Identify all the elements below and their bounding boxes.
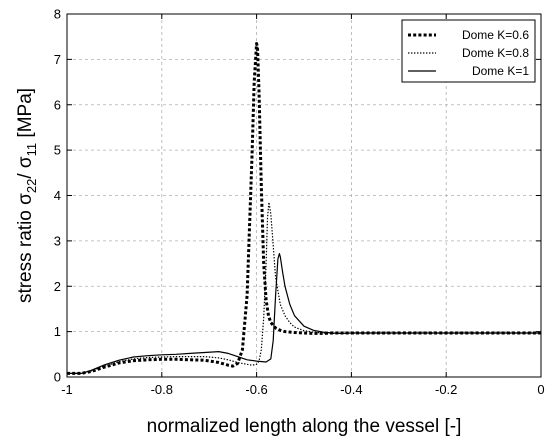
y-axis-title-prefix: stress ratio σ bbox=[15, 193, 36, 303]
y-tick-label: 5 bbox=[54, 143, 61, 158]
x-tick-label: -0.4 bbox=[340, 382, 362, 397]
series-line-1 bbox=[67, 42, 541, 375]
y-tick-label: 0 bbox=[54, 370, 61, 385]
x-tick-label: -1 bbox=[61, 382, 73, 397]
y-axis-title: stress ratio σ22/ σ11 [MPa] bbox=[15, 88, 39, 303]
y-tick-label: 7 bbox=[54, 52, 61, 67]
series-layer bbox=[67, 42, 541, 375]
x-tick-label: -0.6 bbox=[245, 382, 267, 397]
x-axis-title: normalized length along the vessel [-] bbox=[147, 416, 462, 437]
y-tick-label: 2 bbox=[54, 279, 61, 294]
y-tick-label: 3 bbox=[54, 233, 61, 248]
legend-box bbox=[401, 19, 536, 83]
y-tick-label: 4 bbox=[54, 188, 61, 203]
legend: Dome K=0.6 Dome K=0.8 Dome K=1 bbox=[401, 19, 536, 83]
y-tick-label: 8 bbox=[54, 7, 61, 22]
x-tick-label: -0.2 bbox=[435, 382, 457, 397]
legend-label-1: Dome K=0.6 bbox=[462, 28, 529, 42]
x-tick-label: -0.8 bbox=[151, 382, 173, 397]
y-axis-title-sub2: 11 bbox=[24, 143, 39, 157]
y-axis-title-mid: / σ bbox=[15, 156, 36, 179]
y-tick-label: 6 bbox=[54, 97, 61, 112]
grid-layer bbox=[67, 14, 541, 377]
series-line-3 bbox=[67, 253, 541, 374]
y-tick-label: 1 bbox=[54, 324, 61, 339]
legend-label-2: Dome K=0.8 bbox=[462, 46, 529, 60]
y-axis-title-sub1: 22 bbox=[24, 179, 39, 193]
y-axis-title-suffix: [MPa] bbox=[15, 88, 36, 143]
series-line-2 bbox=[67, 201, 541, 374]
legend-items: Dome K=0.6 Dome K=0.8 Dome K=1 bbox=[408, 28, 529, 78]
legend-label-3: Dome K=1 bbox=[472, 64, 529, 78]
tick-layer: -1 -0.8 -0.6 -0.4 -0.2 0 0 1 2 3 4 5 6 7 8 bbox=[54, 7, 545, 398]
x-tick-label: 0 bbox=[537, 382, 544, 397]
